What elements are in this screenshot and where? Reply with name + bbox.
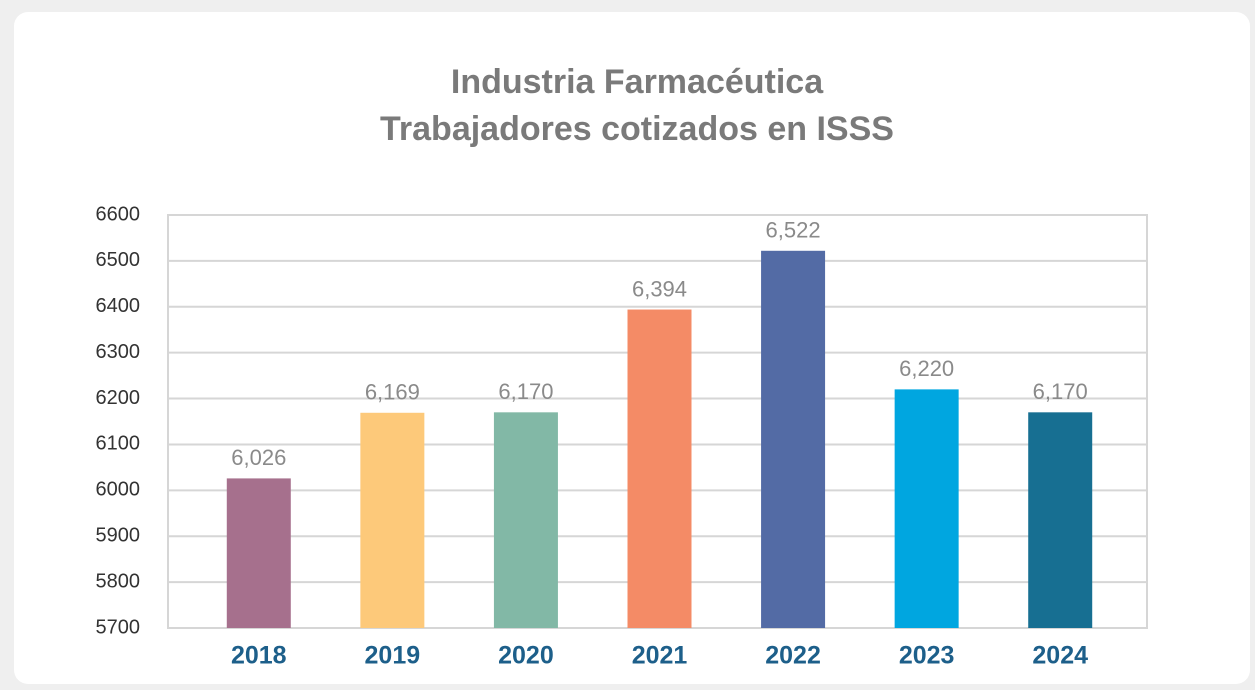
x-tick-label: 2020	[498, 642, 554, 670]
x-tick-label: 2018	[231, 642, 287, 670]
value-label: 6,169	[365, 380, 420, 405]
bar	[761, 250, 826, 628]
bar	[894, 389, 959, 628]
value-label: 6,220	[899, 356, 954, 381]
value-label: 6,026	[231, 445, 286, 470]
y-tick-label: 6300	[96, 341, 141, 363]
y-tick-label: 5900	[96, 525, 141, 547]
y-tick-label: 6200	[96, 387, 141, 409]
y-tick-label: 6100	[96, 433, 141, 455]
bar	[627, 309, 692, 628]
y-tick-label: 5700	[96, 616, 141, 638]
value-label: 6,394	[632, 276, 687, 301]
bar	[1028, 412, 1093, 628]
x-tick-label: 2022	[765, 642, 821, 670]
y-tick-label: 6600	[96, 203, 141, 225]
y-tick-label: 6500	[96, 249, 141, 271]
chart-subtitle: Trabajadores cotizados en ISSS	[380, 110, 894, 148]
value-label: 6,170	[1033, 379, 1088, 404]
x-tick-label: 2023	[899, 642, 955, 670]
y-tick-label: 5800	[96, 570, 141, 592]
value-label: 6,170	[498, 379, 553, 404]
y-tick-label: 6400	[96, 295, 141, 317]
bar	[493, 412, 558, 628]
x-tick-label: 2024	[1032, 642, 1088, 670]
x-tick-label: 2021	[632, 642, 688, 670]
y-tick-label: 6000	[96, 479, 141, 501]
x-tick-label: 2019	[365, 642, 421, 670]
chart-title: Industria Farmacéutica	[451, 63, 824, 101]
bar	[226, 478, 291, 628]
bar	[360, 412, 425, 628]
value-label: 6,522	[766, 218, 821, 243]
